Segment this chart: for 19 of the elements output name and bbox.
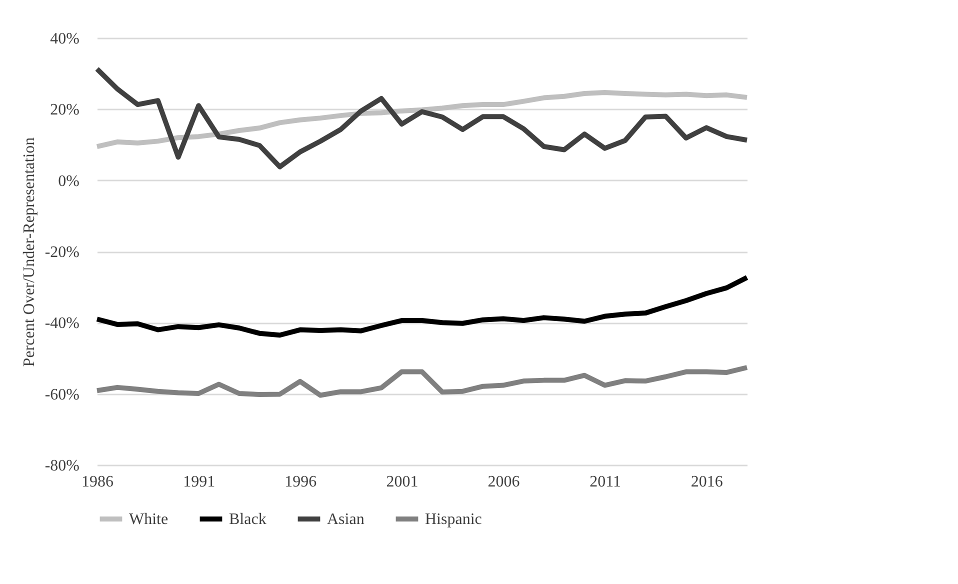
y-axis-title: Percent Over/Under-Representation (20, 137, 38, 367)
legend-label: White (129, 511, 168, 528)
legend-label: Black (229, 511, 266, 528)
x-tick-label: 2016 (690, 474, 723, 490)
y-tick-label: 0% (58, 172, 80, 190)
x-tick-label: 2011 (590, 474, 622, 490)
y-tick-label: -20% (44, 244, 80, 261)
y-tick-label: -80% (44, 458, 80, 474)
y-tick-label: -60% (44, 386, 80, 404)
x-tick-label: 1986 (82, 474, 114, 490)
x-tick-label: 1996 (284, 474, 317, 490)
y-tick-label: -40% (44, 315, 80, 332)
x-tick-label: 2001 (386, 474, 418, 490)
y-tick-label: 20% (50, 102, 80, 119)
legend-label: Asian (327, 511, 364, 528)
x-tick-label: 2006 (488, 474, 520, 490)
y-tick-label: 40% (50, 30, 80, 48)
legend-label: Hispanic (425, 511, 482, 528)
x-tick-label: 1991 (183, 474, 216, 490)
